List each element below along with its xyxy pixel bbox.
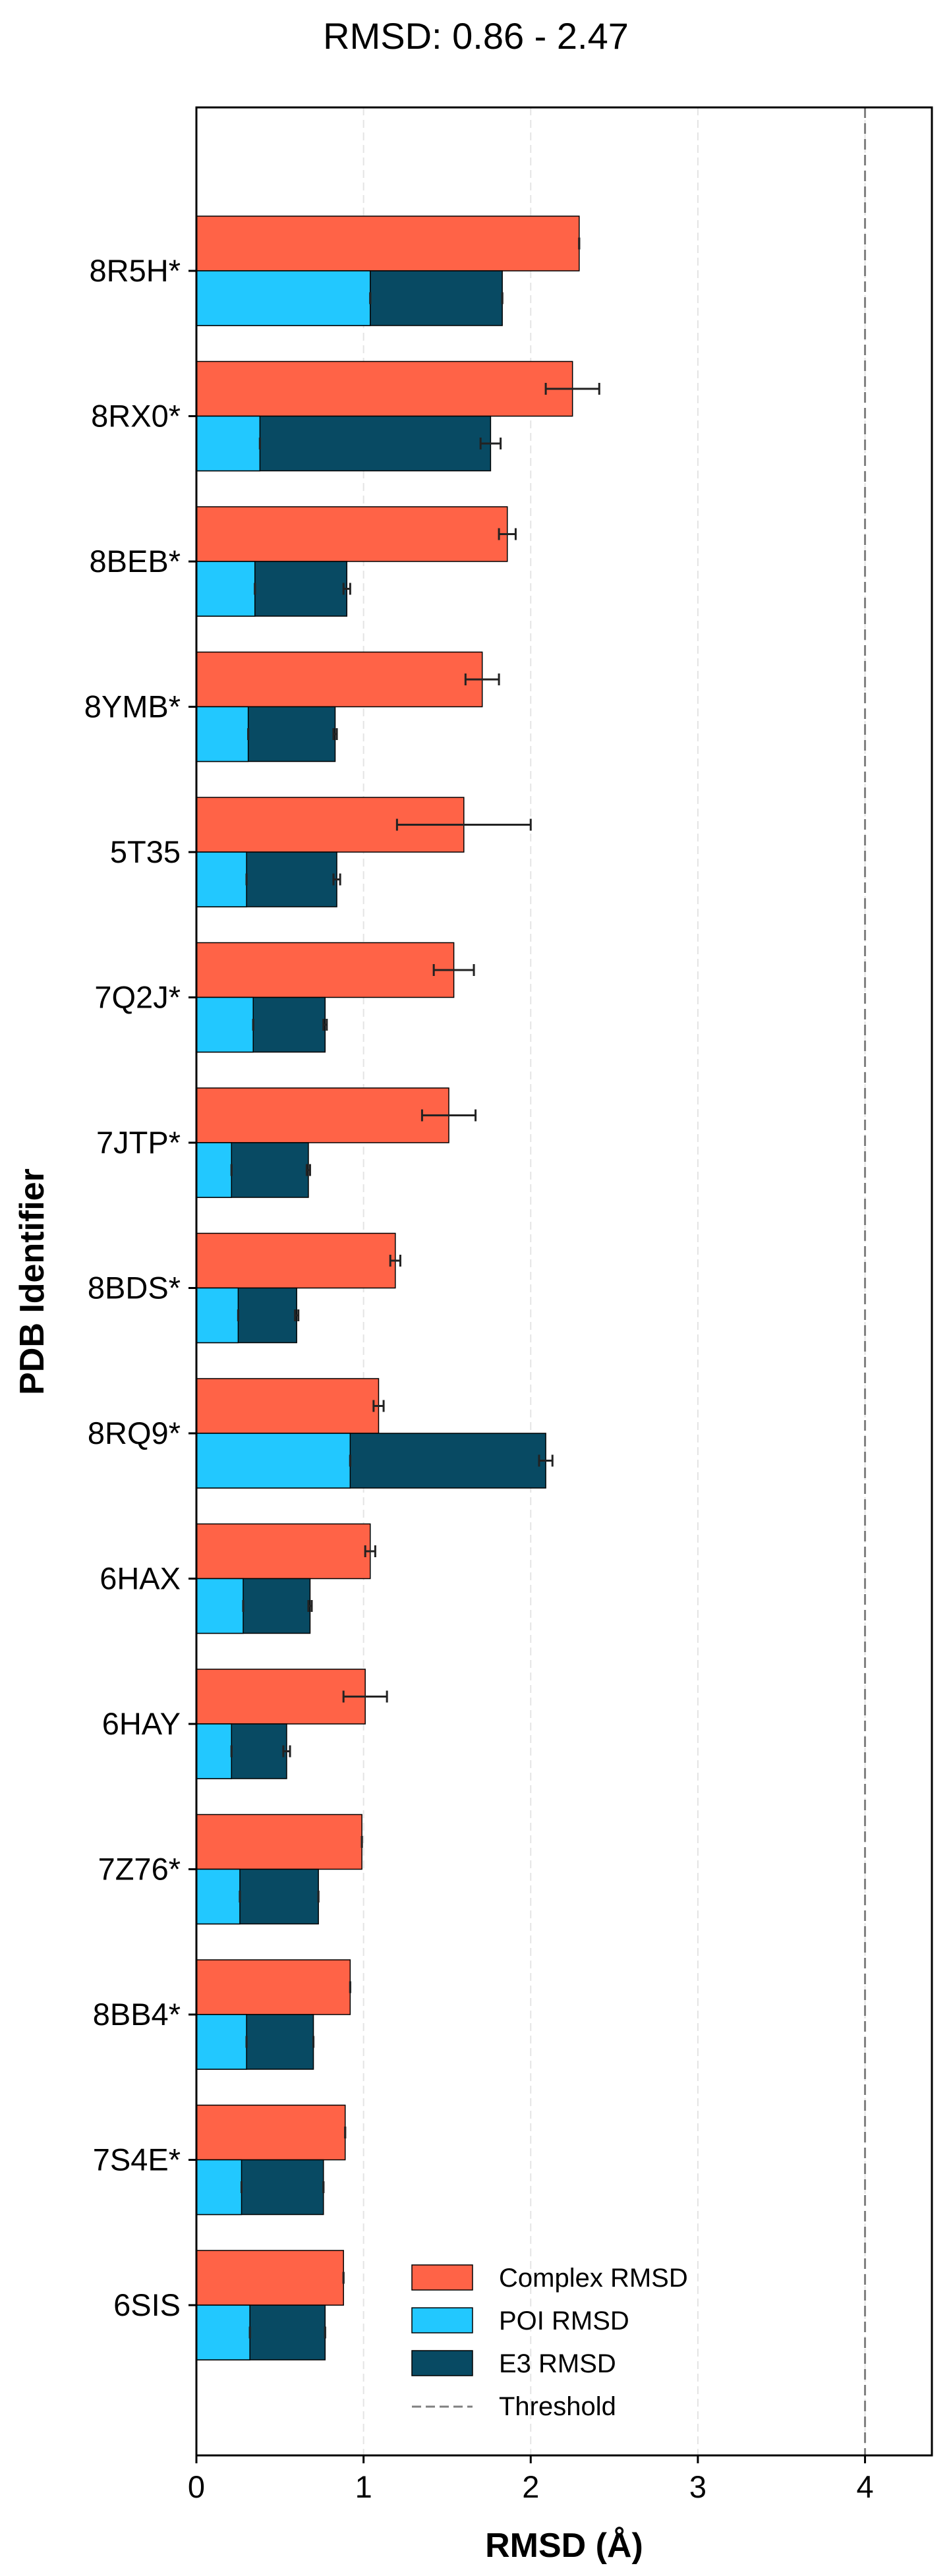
bar-complex-rmsd [196,1087,449,1143]
error-bar-e3 [332,873,341,886]
legend-swatch-poi [411,2307,473,2333]
y-tick-label: 6SIS [113,2287,181,2322]
y-tick-label: 8RQ9* [88,1416,181,1450]
bar-poi-rmsd [196,851,247,907]
bar-complex-rmsd [196,651,483,708]
error-bar-complex [464,673,500,685]
error-bar-e3 [305,1164,311,1176]
x-tick-label: 0 [188,2469,205,2504]
legend-swatch-complex [411,2264,473,2291]
bar-complex-rmsd [196,215,580,272]
bar-complex-rmsd [196,1959,351,2015]
x-axis-label: RMSD (Å) [485,2527,643,2565]
bar-poi-rmsd [196,2159,243,2216]
error-bars [230,237,600,2339]
bar-complex-rmsd [196,506,508,562]
bar-complex-rmsd [196,2104,346,2161]
legend-label-threshold: Threshold [499,2392,616,2421]
bar-complex-rmsd [196,1378,380,1434]
error-bar-complex [389,1255,401,1267]
error-bar-complex [342,1690,388,1703]
error-bar-e3 [538,1454,554,1467]
bar-complex-rmsd [196,942,455,998]
legend-label-e3: E3 RMSD [499,2349,616,2378]
y-tick-label: 8RX0* [91,399,181,434]
bar-complex-rmsd [196,1232,396,1289]
bar-poi-rmsd [196,1578,244,1634]
y-tick-label: 6HAX [100,1561,181,1596]
x-tick-label: 4 [856,2469,873,2504]
y-tick-label: 8BB4* [93,1997,181,2032]
bar-poi-rmsd [196,1723,233,1779]
x-tick-label: 1 [355,2469,372,2504]
y-tick-label: 5T35 [110,834,181,869]
error-bar-complex [420,1109,477,1122]
y-tick-label: 7S4E* [93,2142,181,2177]
bar-poi-rmsd [196,561,256,617]
y-tick-label: 7Q2J* [94,980,181,1015]
error-bar-complex [432,964,475,976]
error-bar-e3 [332,728,338,740]
bar-poi-rmsd [196,415,261,472]
bar-complex-rmsd [196,1669,366,1725]
y-tick-label: 6HAY [102,1706,181,1741]
bar-complex-rmsd [196,1814,362,1870]
error-bar-complex [395,818,532,831]
bar-series [196,215,580,2361]
y-tick-label: 8R5H* [90,253,181,288]
error-bar-complex [372,1400,385,1412]
bar-poi-rmsd [196,1433,351,1489]
legend-label-poi: POI RMSD [499,2306,629,2335]
error-bar-e3 [322,1019,328,1031]
y-tick-label: 8BDS* [88,1271,181,1305]
bar-poi-rmsd [196,1287,239,1344]
y-axis-ticks: 8R5H* 8RX0* 8BEB* 8YMB* 5T35 7Q2J* 7JTP* 8BDS* 8… [84,253,196,2322]
bar-poi-rmsd [196,2014,247,2070]
error-bar-e3 [479,438,502,449]
bar-complex-rmsd [196,1523,371,1580]
error-bar-e3 [294,1309,300,1321]
y-axis-label: PDB Identifier [13,1168,51,1395]
x-tick-label: 2 [522,2469,539,2504]
error-bar-complex [498,528,517,540]
chart-title: RMSD: 0.86 - 2.47 [323,15,629,57]
y-tick-label: 8BEB* [90,544,181,579]
legend-label-complex: Complex RMSD [499,2264,688,2293]
error-bar-complex [544,383,600,395]
x-tick-label: 3 [689,2469,706,2504]
bar-poi-rmsd [196,1868,241,1925]
bar-poi-rmsd [196,706,249,762]
bar-complex-rmsd [196,360,573,417]
bar-complex-rmsd [196,2250,344,2306]
bar-poi-rmsd [196,996,254,1053]
x-axis-ticks: 0 1 2 3 4 [188,2455,874,2504]
plot-frame [195,106,933,2457]
legend-swatch-e3 [411,2350,473,2376]
bar-poi-rmsd [196,1142,233,1198]
bar-poi-rmsd [196,270,371,326]
error-bar-e3 [342,583,351,595]
bar-poi-rmsd [196,2304,250,2361]
y-tick-label: 8YMB* [84,689,181,724]
y-tick-label: 7JTP* [96,1125,181,1160]
error-bar-e3 [282,1745,291,1758]
y-tick-label: 7Z76* [98,1852,181,1887]
legend: Complex RMSD POI RMSD E3 RMSD Threshold [411,2264,688,2421]
error-bar-e3 [307,1600,313,1612]
error-bar-complex [364,1545,376,1557]
